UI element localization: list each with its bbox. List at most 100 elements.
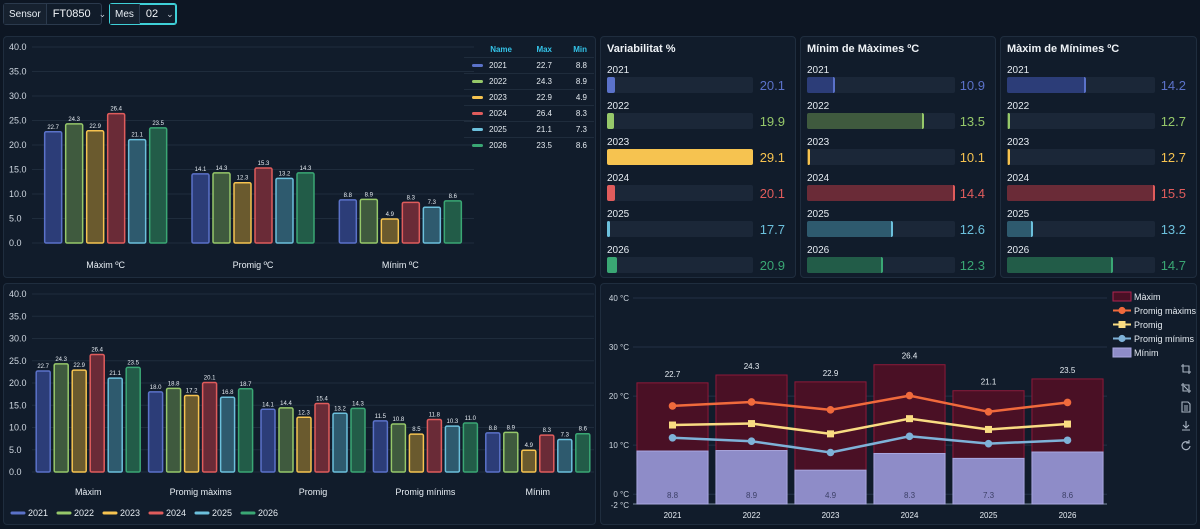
- bar-track: [807, 221, 955, 237]
- panel-title: Mínim de Màximes ºC: [807, 43, 920, 55]
- crop-reset-icon[interactable]: [1181, 383, 1191, 393]
- line-point: [668, 402, 677, 410]
- min-bar: [715, 450, 788, 505]
- icon-path: [1181, 401, 1191, 413]
- icon-path: [1181, 383, 1191, 393]
- bar-value-label: 22.7: [37, 364, 49, 370]
- line-point: [1063, 436, 1072, 445]
- legend-table-cell: 2024: [489, 109, 507, 118]
- filter-bar: Sensor FT0850 ⌄ Mes 02 ⌄: [0, 0, 1200, 30]
- bar-value-label: 26.4: [110, 107, 122, 113]
- bar-value-label: 12.3: [237, 176, 249, 182]
- refresh-icon[interactable]: [1181, 440, 1191, 451]
- bar-value: 13.5: [959, 114, 985, 129]
- line-point: [826, 448, 835, 457]
- bar-fill-2026: [607, 257, 618, 273]
- bar-fill-2024: [807, 185, 955, 201]
- sensor-select[interactable]: Sensor FT0850 ⌄: [3, 3, 106, 25]
- year-label: 2023: [607, 137, 630, 148]
- legend-table-cell: 8.6: [575, 141, 587, 150]
- line-point: [747, 398, 756, 406]
- bar-value-label: 14.4: [280, 401, 292, 407]
- bar-2024: [89, 353, 105, 473]
- y-tick-label: 0.0: [9, 238, 22, 248]
- bar-value-label: 14.3: [352, 401, 364, 407]
- bar-value-label: 15.4: [316, 396, 328, 402]
- y-tick-label: 5.0: [9, 214, 22, 224]
- y-tick-label: 20.0: [9, 378, 27, 388]
- variability-panel: Variabilitat % 2021 20.1 2022 19.9 2023 29.1 2…: [600, 36, 796, 278]
- legend-table-cell: 21.1: [536, 125, 552, 134]
- x-category-label: 2024: [901, 511, 919, 520]
- crop-icon[interactable]: [1181, 364, 1191, 374]
- legend-marker: [1118, 334, 1126, 343]
- bar-track: [807, 149, 955, 165]
- detail-bar-chart-panel: 0.0 5.0 10.0 15.0 20.0 25.0 30.0 35.0 40.0 22.7 24…: [3, 283, 596, 525]
- line-point: [826, 406, 835, 414]
- year-label: 2023: [807, 137, 830, 148]
- max-of-min-panel: Màxim de Mínimes ºC 2021 14.2 2022 12.7 2023…: [1000, 36, 1197, 278]
- bar-fill-2022: [807, 113, 925, 129]
- bar-track: [1007, 257, 1155, 273]
- min-bar: [952, 457, 1025, 505]
- bar-2026: [125, 366, 141, 473]
- legend-table-cell: 22.7: [536, 61, 552, 70]
- legend-table-header-cell: Max: [536, 44, 552, 54]
- download-icon[interactable]: [1182, 421, 1190, 431]
- x-category-label: Màxim: [75, 487, 102, 497]
- chevron-down-icon: ⌄: [166, 8, 174, 19]
- document-icon[interactable]: [1181, 401, 1191, 413]
- bar-value-label: 26.4: [91, 348, 103, 354]
- legend-table-cell: 7.3: [575, 125, 587, 134]
- bar-2022: [165, 387, 182, 473]
- legend-table-row: 2023 22.9 4.9: [464, 89, 594, 105]
- y-tick-label: 35.0: [9, 311, 27, 321]
- bar-track: [1007, 113, 1155, 129]
- bar-2022: [359, 198, 379, 244]
- legend-label: Màxim: [1134, 292, 1161, 302]
- bar-value: 12.7: [1160, 150, 1186, 165]
- detail-bar-chart: 0.0 5.0 10.0 15.0 20.0 25.0 30.0 35.0 40.0 22.7 24…: [9, 289, 594, 518]
- bar-track: [607, 149, 753, 165]
- bar-2024: [401, 201, 421, 244]
- legend-swatch: [1112, 347, 1132, 358]
- legend-marker: [1118, 306, 1126, 315]
- bar-value-label: 20.1: [204, 376, 216, 382]
- bar-value: 29.1: [759, 150, 785, 165]
- bar-2021: [372, 420, 389, 473]
- legend-table-cell: 22.9: [536, 93, 552, 102]
- bar-fill-2021: [1007, 77, 1087, 93]
- bar-value-label: 22.7: [47, 125, 59, 131]
- bar-track: [807, 185, 955, 201]
- month-value: 02: [145, 8, 159, 20]
- legend-table: Name Max Min 2021 22.7 8.8 2022 24.3 8.9 2023 22.9…: [464, 41, 594, 153]
- bar-value-label: 22.9: [73, 363, 85, 369]
- legend-label: Promig: [1134, 320, 1163, 330]
- bar-value-label: 23.5: [127, 360, 139, 366]
- y-tick-label: 15.0: [9, 400, 27, 410]
- year-label: 2022: [807, 101, 830, 112]
- bar-2025: [219, 396, 236, 473]
- icon-path: [1181, 364, 1191, 374]
- legend-table-row: 2022 24.3 8.9: [464, 73, 594, 89]
- x-category-label: 2021: [664, 511, 682, 520]
- bar-value: 10.9: [959, 78, 985, 93]
- line-point: [669, 421, 676, 429]
- bar-value: 20.9: [759, 258, 785, 273]
- x-category-label: Promig: [299, 487, 328, 497]
- min-value-label: 8.9: [746, 491, 758, 500]
- bar-value: 15.5: [1160, 186, 1186, 201]
- month-select[interactable]: Mes 02 ⌄: [109, 3, 177, 25]
- bar-value-label: 18.8: [168, 381, 180, 387]
- line-point: [984, 439, 993, 448]
- bar-value: 12.3: [959, 258, 985, 273]
- legend-table-cell: 4.9: [575, 93, 587, 102]
- legend-table-row: 2025 21.1 7.3: [464, 121, 594, 137]
- bar-2022: [278, 407, 294, 473]
- bar-2026: [462, 422, 479, 473]
- bar-2024: [426, 418, 443, 473]
- bar-value-label: 4.9: [386, 212, 395, 218]
- bar-2024: [254, 167, 273, 244]
- bar-value: 10.1: [959, 150, 985, 165]
- line-point: [1064, 420, 1071, 428]
